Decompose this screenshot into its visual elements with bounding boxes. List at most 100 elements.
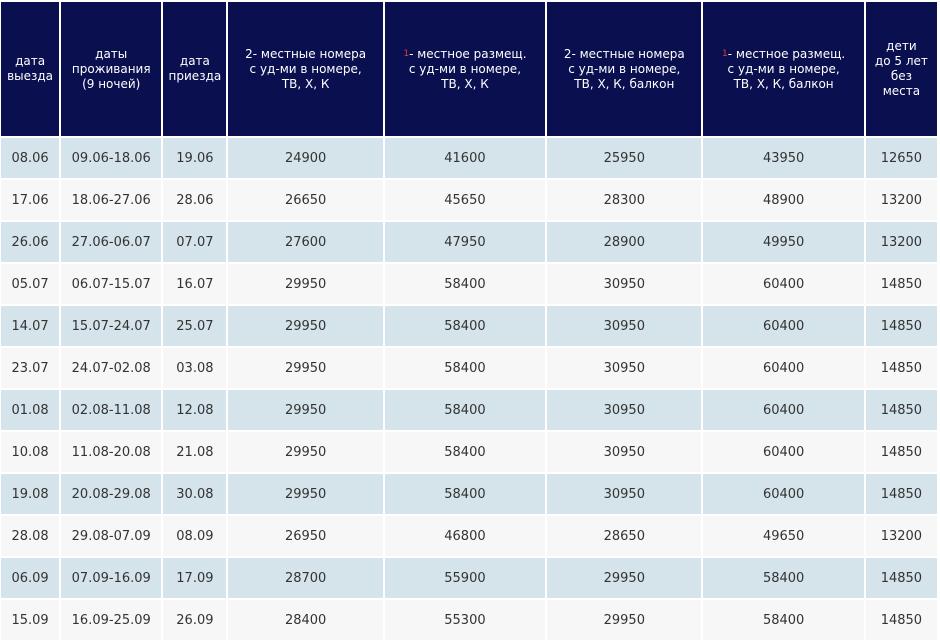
cell-children-price: 14850 [865, 264, 937, 304]
cell-double-room-price: 29950 [228, 474, 383, 514]
header-children-under-5: дети до 5 лет без места [865, 2, 937, 136]
cell-arrival-date: 26.09 [163, 600, 227, 640]
cell-double-room-balcony-price: 30950 [547, 348, 702, 388]
cell-departure-date: 19.08 [1, 474, 60, 514]
table-row: 05.07 06.07-15.07 16.07 29950 58400 30950 6040… [1, 264, 937, 304]
header-departure-date: дата выезда [1, 2, 60, 136]
cell-children-price: 13200 [865, 516, 937, 556]
table-row: 19.08 20.08-29.08 30.08 29950 58400 30950 6040… [1, 474, 937, 514]
cell-single-occupancy-balcony-price: 43950 [703, 138, 864, 178]
cell-children-price: 14850 [865, 600, 937, 640]
cell-arrival-date: 30.08 [163, 474, 227, 514]
cell-single-occupancy-price: 58400 [384, 348, 546, 388]
price-rows: 08.06 09.06-18.06 19.06 24900 41600 25950 4395… [1, 138, 937, 640]
header-double-room: 2- местные номера с уд-ми в номере, ТВ, … [228, 2, 383, 136]
cell-single-occupancy-price: 58400 [384, 390, 546, 430]
cell-double-room-price: 26950 [228, 516, 383, 556]
cell-stay-dates: 07.09-16.09 [61, 558, 162, 598]
cell-departure-date: 23.07 [1, 348, 60, 388]
cell-double-room-balcony-price: 29950 [547, 600, 702, 640]
cell-double-room-price: 29950 [228, 264, 383, 304]
cell-single-occupancy-balcony-price: 48900 [703, 180, 864, 220]
cell-arrival-date: 17.09 [163, 558, 227, 598]
table-row: 08.06 09.06-18.06 19.06 24900 41600 25950 4395… [1, 138, 937, 178]
cell-double-room-price: 29950 [228, 306, 383, 346]
cell-stay-dates: 29.08-07.09 [61, 516, 162, 556]
cell-stay-dates: 06.07-15.07 [61, 264, 162, 304]
cell-children-price: 13200 [865, 180, 937, 220]
cell-departure-date: 28.08 [1, 516, 60, 556]
cell-stay-dates: 02.08-11.08 [61, 390, 162, 430]
cell-children-price: 14850 [865, 474, 937, 514]
cell-arrival-date: 07.07 [163, 222, 227, 262]
table-row: 14.07 15.07-24.07 25.07 29950 58400 30950 6040… [1, 306, 937, 346]
cell-children-price: 14850 [865, 432, 937, 472]
cell-arrival-date: 28.06 [163, 180, 227, 220]
cell-double-room-price: 29950 [228, 432, 383, 472]
cell-single-occupancy-price: 58400 [384, 474, 546, 514]
cell-arrival-date: 03.08 [163, 348, 227, 388]
cell-double-room-balcony-price: 28650 [547, 516, 702, 556]
header-row: дата выезда даты проживания (9 ночей) да… [1, 2, 937, 136]
cell-arrival-date: 16.07 [163, 264, 227, 304]
cell-stay-dates: 20.08-29.08 [61, 474, 162, 514]
table-row: 06.09 07.09-16.09 17.09 28700 55900 29950 5840… [1, 558, 937, 598]
cell-arrival-date: 21.08 [163, 432, 227, 472]
cell-single-occupancy-price: 58400 [384, 432, 546, 472]
cell-double-room-balcony-price: 30950 [547, 390, 702, 430]
cell-double-room-balcony-price: 30950 [547, 474, 702, 514]
cell-double-room-price: 28700 [228, 558, 383, 598]
cell-double-room-balcony-price: 28300 [547, 180, 702, 220]
cell-single-occupancy-balcony-price: 60400 [703, 348, 864, 388]
cell-single-occupancy-balcony-price: 58400 [703, 600, 864, 640]
table-row: 10.08 11.08-20.08 21.08 29950 58400 30950 6040… [1, 432, 937, 472]
cell-single-occupancy-price: 47950 [384, 222, 546, 262]
cell-departure-date: 01.08 [1, 390, 60, 430]
cell-departure-date: 05.07 [1, 264, 60, 304]
cell-departure-date: 26.06 [1, 222, 60, 262]
cell-single-occupancy-price: 45650 [384, 180, 546, 220]
cell-double-room-balcony-price: 30950 [547, 432, 702, 472]
cell-stay-dates: 24.07-02.08 [61, 348, 162, 388]
cell-children-price: 14850 [865, 306, 937, 346]
table-row: 26.06 27.06-06.07 07.07 27600 47950 28900 4995… [1, 222, 937, 262]
cell-single-occupancy-price: 55300 [384, 600, 546, 640]
cell-single-occupancy-price: 46800 [384, 516, 546, 556]
footnote-mark: 1 [722, 48, 728, 59]
cell-arrival-date: 19.06 [163, 138, 227, 178]
table-row: 15.09 16.09-25.09 26.09 28400 55300 29950 5840… [1, 600, 937, 640]
cell-arrival-date: 08.09 [163, 516, 227, 556]
cell-children-price: 14850 [865, 348, 937, 388]
cell-double-room-balcony-price: 30950 [547, 264, 702, 304]
table-row: 28.08 29.08-07.09 08.09 26950 46800 28650 4965… [1, 516, 937, 556]
cell-double-room-price: 26650 [228, 180, 383, 220]
cell-double-room-balcony-price: 25950 [547, 138, 702, 178]
header-single-occupancy-balcony: 1- местное размещ. с уд-ми в номере, ТВ,… [703, 2, 864, 136]
cell-double-room-price: 29950 [228, 348, 383, 388]
cell-single-occupancy-price: 58400 [384, 306, 546, 346]
table-row: 01.08 02.08-11.08 12.08 29950 58400 30950 6040… [1, 390, 937, 430]
cell-double-room-balcony-price: 28900 [547, 222, 702, 262]
cell-departure-date: 15.09 [1, 600, 60, 640]
cell-children-price: 13200 [865, 222, 937, 262]
table-row: 23.07 24.07-02.08 03.08 29950 58400 30950 6040… [1, 348, 937, 388]
cell-single-occupancy-balcony-price: 60400 [703, 390, 864, 430]
cell-departure-date: 17.06 [1, 180, 60, 220]
cell-departure-date: 10.08 [1, 432, 60, 472]
cell-double-room-price: 24900 [228, 138, 383, 178]
cell-single-occupancy-balcony-price: 60400 [703, 306, 864, 346]
header-stay-dates: даты проживания (9 ночей) [61, 2, 162, 136]
cell-arrival-date: 12.08 [163, 390, 227, 430]
table-row: 17.06 18.06-27.06 28.06 26650 45650 28300 4890… [1, 180, 937, 220]
footnote-mark: 1 [403, 48, 410, 59]
header-arrival-date: дата приезда [163, 2, 227, 136]
cell-stay-dates: 16.09-25.09 [61, 600, 162, 640]
header-double-room-balcony: 2- местные номера с уд-ми в номере, ТВ, … [547, 2, 702, 136]
cell-single-occupancy-price: 55900 [384, 558, 546, 598]
cell-double-room-price: 28400 [228, 600, 383, 640]
cell-single-occupancy-price: 41600 [384, 138, 546, 178]
cell-stay-dates: 15.07-24.07 [61, 306, 162, 346]
cell-single-occupancy-balcony-price: 60400 [703, 432, 864, 472]
cell-children-price: 14850 [865, 390, 937, 430]
